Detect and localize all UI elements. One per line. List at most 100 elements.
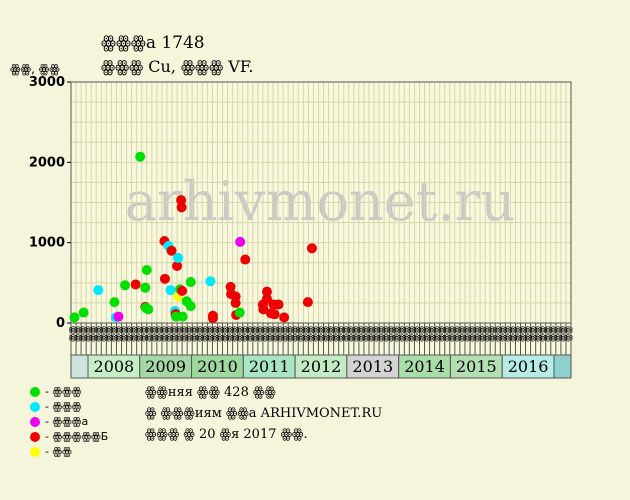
data-point [113, 311, 124, 322]
x-tick-label: ꙮꙮ [502, 326, 512, 342]
x-tick-label: ꙮꙮ [113, 326, 123, 342]
x-tick-label: ꙮꙮ [255, 326, 265, 342]
year-label: 2008 [94, 357, 135, 376]
x-tick-label: ꙮꙮ [169, 326, 179, 342]
data-point [258, 304, 269, 315]
x-tick-label: ꙮꙮ [129, 326, 139, 342]
x-tick-label: ꙮꙮ [214, 326, 224, 342]
x-tick-label: ꙮꙮ [139, 326, 149, 342]
x-tick-label: ꙮꙮ [462, 326, 472, 342]
x-tick-label: ꙮꙮ [346, 326, 356, 342]
x-tick-label: ꙮꙮ [427, 326, 437, 342]
data-point [166, 245, 177, 256]
x-tick-label: ꙮꙮ [98, 326, 108, 342]
x-tick-label: ꙮꙮ [417, 326, 427, 342]
x-tick-label: ꙮꙮ [371, 326, 381, 342]
year-label: 2010 [197, 357, 238, 376]
x-tick-label: ꙮꙮ [124, 326, 134, 342]
data-point [234, 307, 245, 318]
x-tick-label: ꙮꙮ [406, 326, 416, 342]
x-tick-label: ꙮꙮ [518, 326, 528, 342]
year-cell-tail [553, 354, 572, 379]
data-point [135, 151, 146, 162]
chart-title: ꙮꙮꙮа 1748 [101, 33, 205, 53]
year-label: 2014 [404, 357, 445, 376]
x-tick-label: ꙮꙮ [260, 326, 270, 342]
x-tick-label: ꙮꙮ [285, 326, 295, 342]
x-tick-label: ꙮꙮ [134, 326, 144, 342]
x-tick-label: ꙮꙮ [225, 326, 235, 342]
x-tick-label: ꙮꙮ [149, 326, 159, 342]
x-tick-label: ꙮꙮ [381, 326, 391, 342]
data-point [205, 276, 216, 287]
year-label: 2015 [456, 357, 497, 376]
x-tick-label: ꙮꙮ [209, 326, 219, 342]
x-tick-label: ꙮꙮ [472, 326, 482, 342]
legend-label: - ꙮꙮꙮ [45, 400, 82, 413]
x-tick-label: ꙮꙮ [543, 326, 553, 342]
x-tick-label: ꙮꙮ [447, 326, 457, 342]
x-tick-label: ꙮꙮ [88, 326, 98, 342]
x-tick-label: ꙮꙮ [533, 326, 543, 342]
x-tick-label: ꙮꙮ [144, 326, 154, 342]
x-tick-label: ꙮꙮ [119, 326, 129, 342]
x-tick-label: ꙮꙮ [321, 326, 331, 342]
x-tick-label: ꙮꙮ [78, 326, 88, 342]
x-tick-label: ꙮꙮ [240, 326, 250, 342]
x-category-band [70, 322, 572, 356]
data-point [176, 202, 187, 213]
x-tick-label: ꙮꙮ [376, 326, 386, 342]
x-tick-label: ꙮꙮ [411, 326, 421, 342]
y-tick-label: 2000 [29, 155, 65, 170]
x-tick-label: ꙮꙮ [341, 326, 351, 342]
data-point [143, 304, 154, 315]
x-tick-label: ꙮꙮ [245, 326, 255, 342]
data-point [261, 286, 272, 297]
x-tick-label: ꙮꙮ [452, 326, 462, 342]
data-point [177, 311, 188, 322]
legend-dot-yellow [30, 446, 40, 457]
x-tick-label: ꙮꙮ [230, 326, 240, 342]
x-tick-label: ꙮꙮ [310, 326, 320, 342]
x-tick-label: ꙮꙮ [492, 326, 502, 342]
data-point [69, 312, 80, 323]
legend-item-red: - ꙮꙮꙮꙮꙮБ [30, 429, 108, 444]
legend-item-green: - ꙮꙮꙮ [30, 384, 108, 399]
x-tick-label: ꙮꙮ [482, 326, 492, 342]
x-tick-label: ꙮꙮ [538, 326, 548, 342]
data-point [185, 301, 196, 312]
data-point [130, 279, 141, 290]
x-tick-label: ꙮꙮ [331, 326, 341, 342]
x-tick-label: ꙮꙮ [477, 326, 487, 342]
x-tick-label: ꙮꙮ [220, 326, 230, 342]
x-tick-label: ꙮꙮ [316, 326, 326, 342]
data-point [78, 307, 89, 318]
x-tick-label: ꙮꙮ [558, 326, 568, 342]
legend-dot-magenta [30, 416, 40, 427]
x-tick-label: ꙮꙮ [184, 326, 194, 342]
x-tick-label: ꙮꙮ [68, 326, 78, 342]
x-tick-label: ꙮꙮ [523, 326, 533, 342]
legend-item-yellow: - ꙮꙮ [30, 444, 108, 459]
legend-label: - ꙮꙮ [45, 445, 72, 458]
date-note: ꙮꙮꙮ ꙮ 20 ꙮя 2017 ꙮꙮ. [145, 427, 308, 442]
data-point [173, 252, 184, 263]
x-tick-label: ꙮꙮ [336, 326, 346, 342]
x-tick-label: ꙮꙮ [437, 326, 447, 342]
x-tick-label: ꙮꙮ [497, 326, 507, 342]
y-tick-label: 0 [56, 316, 65, 331]
year-label: 2012 [301, 357, 342, 376]
x-tick-label: ꙮꙮ [512, 326, 522, 342]
year-label: 2013 [352, 357, 393, 376]
x-tick-label: ꙮꙮ [275, 326, 285, 342]
average-price-note: ꙮꙮняя ꙮꙮ 428 ꙮꙮ [145, 385, 276, 400]
data-point [159, 273, 170, 284]
data-point [141, 264, 152, 275]
x-tick-label: ꙮꙮ [270, 326, 280, 342]
x-tick-label: ꙮꙮ [467, 326, 477, 342]
legend-label: - ꙮꙮꙮꙮꙮБ [45, 430, 109, 443]
legend-label: - ꙮꙮꙮ [45, 385, 82, 398]
x-tick-label: ꙮꙮ [366, 326, 376, 342]
data-point [261, 293, 272, 304]
data-point [269, 309, 280, 320]
